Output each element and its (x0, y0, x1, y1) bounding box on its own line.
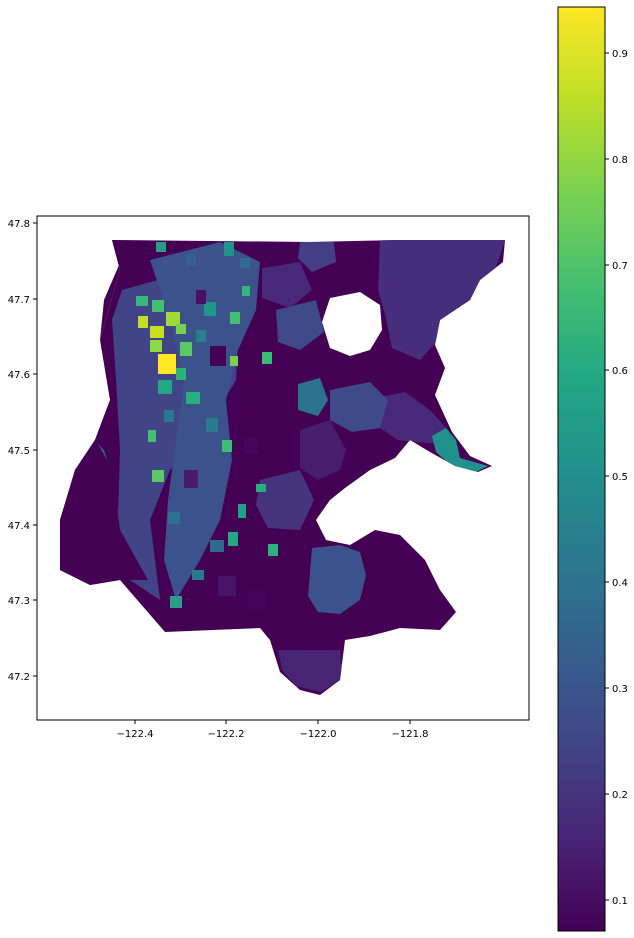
colorbar-tick-label: 0.3 (612, 684, 628, 695)
x-tick-label: −122.4 (116, 729, 153, 740)
region-ne-1 (298, 242, 336, 272)
tract-mid-11 (224, 242, 234, 256)
tract-mid-17 (268, 544, 278, 556)
y-tick-label: 47.5 (8, 446, 30, 457)
tract-mid-23 (164, 410, 174, 422)
colorbar-tick-label: 0.9 (612, 49, 628, 60)
tract-mid-12 (156, 242, 166, 252)
tract-mid-9 (262, 352, 272, 364)
tract-mid-27 (192, 570, 204, 580)
tract-mid-6 (186, 392, 200, 404)
tract-mid-5 (158, 380, 172, 394)
colorbar: 0.1 0.2 0.3 0.4 0.5 0.6 0.7 0.8 0.9 (557, 6, 628, 932)
y-tick-label: 47.8 (8, 219, 30, 230)
colorbar-tick-label: 0.8 (612, 155, 628, 166)
colorbar-tick-label: 0.5 (612, 472, 628, 483)
county-map (60, 240, 505, 695)
tract-peak (158, 354, 176, 374)
tract-mid-2 (136, 296, 148, 306)
region-east-3 (330, 382, 388, 432)
tract-mid-18 (238, 504, 246, 518)
region-teal-east (432, 428, 488, 472)
tract-mid-29 (240, 258, 250, 268)
tract-mid-15 (222, 440, 232, 452)
region-ne-2 (262, 262, 312, 308)
tract-high-4 (176, 324, 186, 334)
tract-mid-22 (196, 330, 206, 342)
region-east-2 (375, 392, 448, 444)
tract-mid-14 (152, 470, 164, 482)
tract-high-2 (166, 312, 180, 326)
colorbar-tick-label: 0.1 (612, 896, 628, 907)
region-s-purple (278, 650, 342, 692)
colorbar-gradient (557, 6, 606, 932)
x-tick-label: −121.8 (391, 729, 428, 740)
tract-mid-19 (170, 596, 182, 608)
tract-mid-25 (168, 512, 180, 524)
tract-dark-6 (248, 590, 266, 610)
tract-mid-8 (230, 356, 238, 366)
tract-high-3 (138, 316, 148, 328)
region-east (378, 240, 505, 360)
region-ne-3 (276, 300, 324, 350)
x-tick-label: −122.2 (207, 729, 244, 740)
puget-sound-region (60, 240, 148, 585)
tract-dark-2 (196, 290, 206, 304)
x-tick-label: −122.0 (299, 729, 336, 740)
colorbar-tick-label: 0.4 (612, 578, 628, 589)
tract-mid-20 (256, 484, 266, 492)
tract-mid-16 (228, 532, 238, 546)
region-teal-mid (298, 378, 328, 416)
tract-mid-24 (206, 418, 218, 432)
y-tick-label: 47.3 (8, 596, 30, 607)
tract-dark-1 (210, 346, 226, 366)
region-mid-east (300, 420, 346, 480)
y-tick-label: 47.6 (8, 370, 30, 381)
colorbar-tick-label: 0.6 (612, 366, 628, 377)
colorbar-ticks: 0.1 0.2 0.3 0.4 0.5 0.6 0.7 0.8 0.9 (605, 49, 628, 907)
y-tick-label: 47.2 (8, 672, 30, 683)
tract-mid-1 (152, 300, 164, 312)
tract-dark-3 (184, 470, 198, 488)
y-tick-label: 47.4 (8, 521, 30, 532)
y-tick-label: 47.7 (8, 295, 30, 306)
colorbar-tick-label: 0.7 (612, 261, 628, 272)
region-se-blue (308, 545, 366, 614)
tract-mid-26 (210, 540, 224, 552)
tract-mid-7 (230, 312, 240, 324)
tract-mid-3 (180, 342, 192, 356)
region-mid-east-2 (256, 470, 314, 530)
colorbar-tick-label: 0.2 (612, 790, 628, 801)
tract-dark-5 (218, 576, 236, 596)
tract-mid-4 (176, 368, 186, 380)
tract-high-5 (150, 340, 162, 352)
tract-mid-21 (204, 302, 216, 316)
tract-high-1 (150, 326, 164, 338)
x-axis: −122.4 −122.2 −122.0 −121.8 (116, 720, 429, 740)
tract-mid-10 (242, 286, 250, 296)
tract-mid-28 (186, 254, 196, 266)
tract-dark-4 (244, 438, 258, 454)
y-axis: 47.2 47.3 47.4 47.5 47.6 47.7 47.8 (8, 219, 37, 683)
tract-mid-13 (148, 430, 156, 442)
